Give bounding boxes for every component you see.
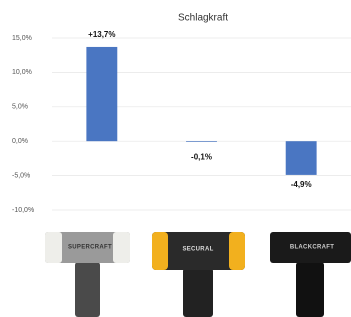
value-label: -4,9% bbox=[291, 180, 312, 189]
hammer-handle bbox=[75, 262, 100, 317]
brand-label: BLACKCRAFT bbox=[290, 245, 334, 251]
chart: Schlagkraft SUPERCRAFT SECURAL BLACKCRAF… bbox=[0, 0, 351, 317]
y-tick-label: 5,0% bbox=[12, 104, 28, 111]
hammer-handle bbox=[296, 262, 324, 317]
hammer-handle bbox=[183, 268, 213, 317]
brand-label: SECURAL bbox=[182, 247, 213, 253]
hammer-face bbox=[45, 232, 62, 263]
hammer-face bbox=[229, 232, 245, 270]
bar bbox=[86, 47, 117, 141]
y-tick-label: 10,0% bbox=[12, 69, 32, 76]
hammer-face bbox=[113, 232, 130, 263]
value-label: +13,7% bbox=[88, 30, 115, 39]
y-tick-label: -5,0% bbox=[12, 172, 30, 179]
value-label: -0,1% bbox=[191, 152, 212, 161]
y-tick-label: 15,0% bbox=[12, 35, 32, 42]
y-tick-label: -10,0% bbox=[12, 207, 34, 214]
bar bbox=[286, 141, 317, 175]
hammer-face bbox=[152, 232, 168, 270]
bar bbox=[186, 141, 217, 142]
chart-title: Schlagkraft bbox=[178, 13, 228, 24]
hammers: SUPERCRAFT SECURAL BLACKCRAFT bbox=[45, 232, 351, 317]
brand-label: SUPERCRAFT bbox=[68, 245, 112, 251]
y-tick-label: 0,0% bbox=[12, 138, 28, 145]
